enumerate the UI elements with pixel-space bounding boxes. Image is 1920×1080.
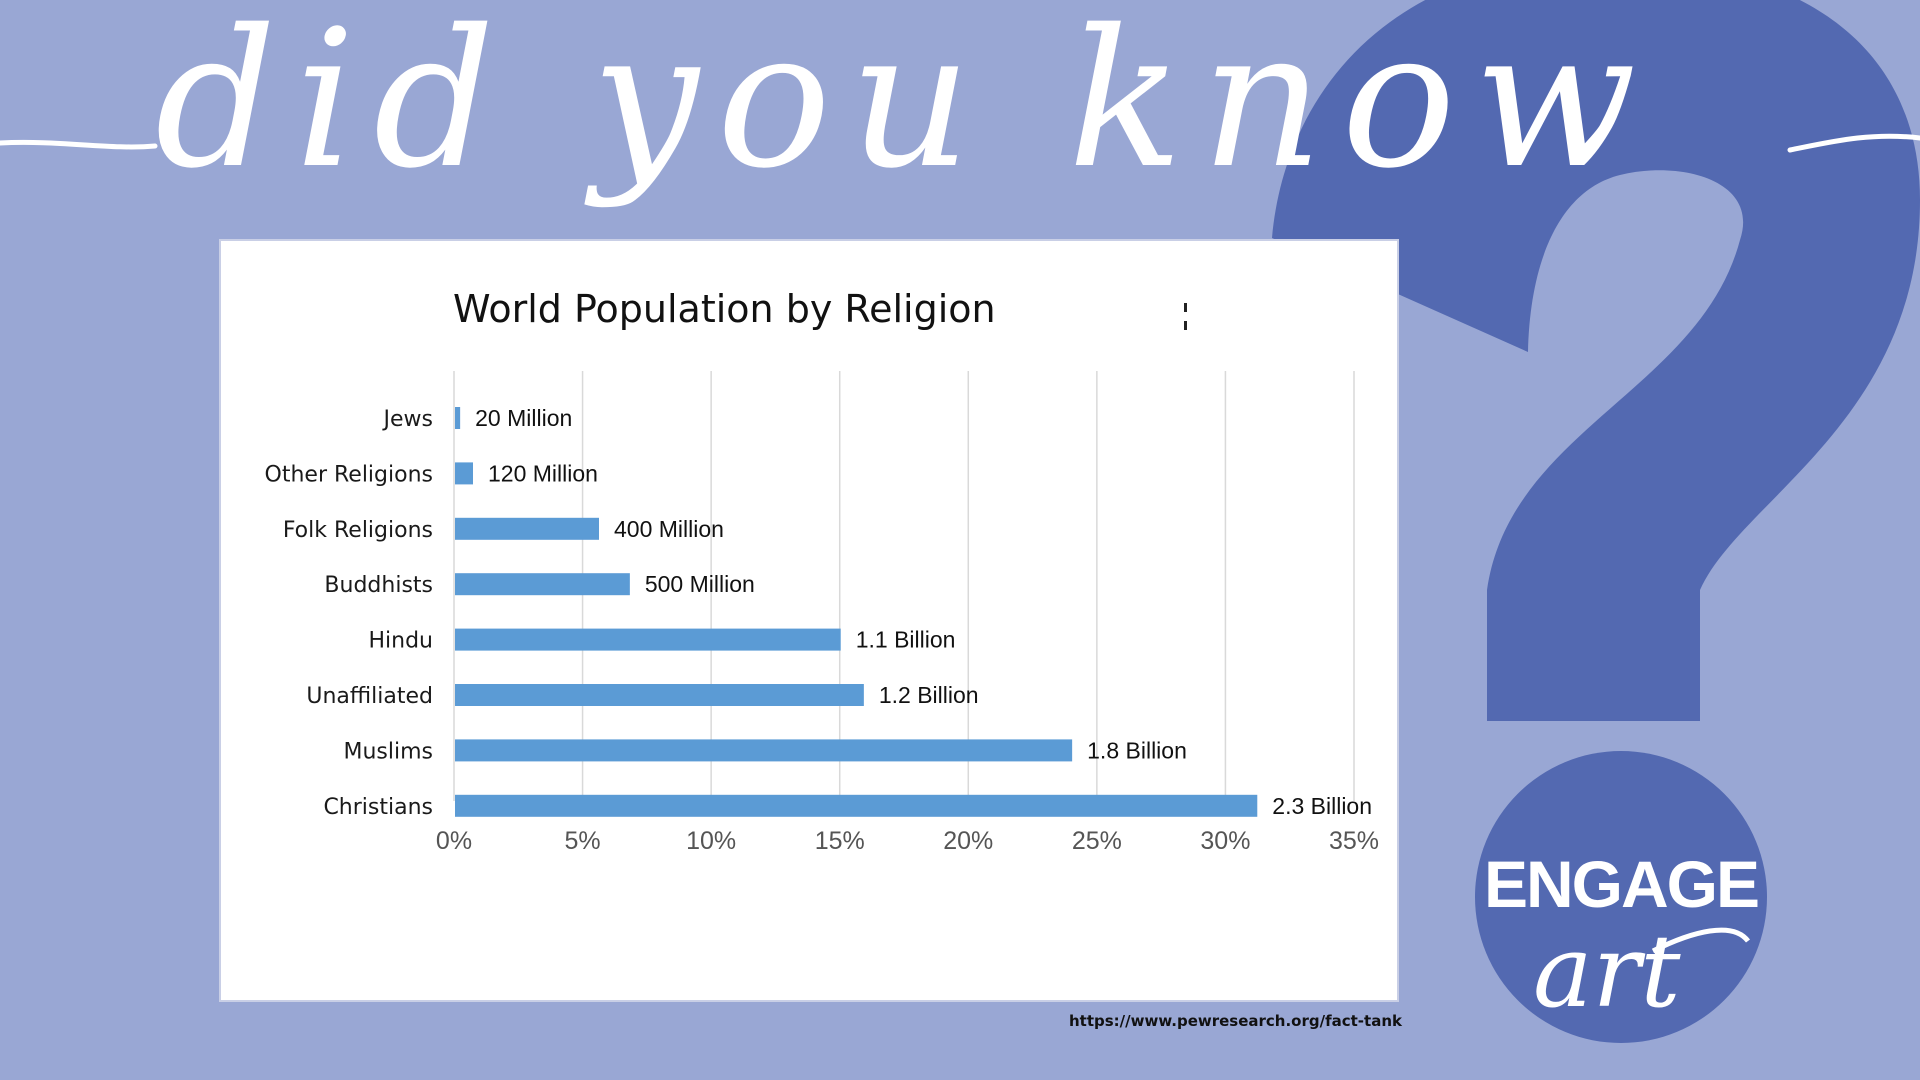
data-label: 20 Million [475, 405, 572, 431]
category-label: Buddhists [324, 573, 433, 598]
x-tick-label: 30% [1200, 827, 1250, 855]
x-tick-label: 15% [815, 827, 865, 855]
category-label: Folk Religions [283, 518, 433, 543]
svg-text:art: art [1533, 913, 1681, 1030]
logo-script: art [1533, 913, 1750, 1030]
bar-other-religions [455, 462, 473, 485]
bar-unaffiliated [455, 684, 864, 706]
data-label: 1.1 Billion [856, 627, 956, 653]
logo-word: ENGAGE [1483, 847, 1760, 921]
x-tick-label: 20% [943, 827, 993, 855]
data-label: 1.8 Billion [1087, 737, 1187, 763]
engage-art-logo: ENGAGE art [1475, 751, 1767, 1043]
headline-art: did you know [0, 0, 1920, 210]
category-label: Jews [382, 407, 433, 432]
data-label: 1.2 Billion [879, 682, 979, 708]
gridlines [453, 371, 1355, 801]
bar-muslims [455, 739, 1073, 762]
bar-christians [455, 794, 1258, 817]
x-tick-label: 5% [565, 827, 601, 855]
x-tick-label: 35% [1329, 827, 1379, 855]
bar-buddhists [455, 573, 630, 596]
category-label: Other Religions [265, 462, 433, 487]
x-tick-label: 0% [436, 827, 472, 855]
category-label: Hindu [368, 629, 433, 654]
source-link[interactable]: https://www.pewresearch.org/fact-tank [1069, 1012, 1402, 1030]
labels: 0% 5% 10% 15% 20% 25% 30% 35% Jews 20 Million Othe… [265, 405, 1379, 855]
category-label: Muslims [343, 739, 433, 764]
title-marks [1184, 303, 1187, 330]
x-tick-label: 25% [1072, 827, 1122, 855]
chart-card: World Population by Religion 0% 5% 10% 15% 2… [219, 239, 1399, 1002]
bar-folk-religions [455, 517, 599, 540]
category-label: Christians [323, 795, 433, 820]
data-label: 120 Million [488, 460, 598, 486]
chart-title: World Population by Religion [453, 287, 996, 331]
bar-chart: 0% 5% 10% 15% 20% 25% 30% 35% Jews 20 Million Othe… [265, 371, 1379, 855]
x-tick-label: 10% [686, 827, 736, 855]
bars [455, 407, 1258, 817]
category-label: Unaffiliated [306, 684, 433, 709]
bar-jews [455, 407, 461, 429]
data-label: 500 Million [645, 571, 755, 597]
data-label: 400 Million [614, 516, 724, 542]
headline-text: did you know [155, 0, 1654, 210]
data-label: 2.3 Billion [1272, 793, 1372, 819]
bar-hindu [455, 628, 841, 651]
